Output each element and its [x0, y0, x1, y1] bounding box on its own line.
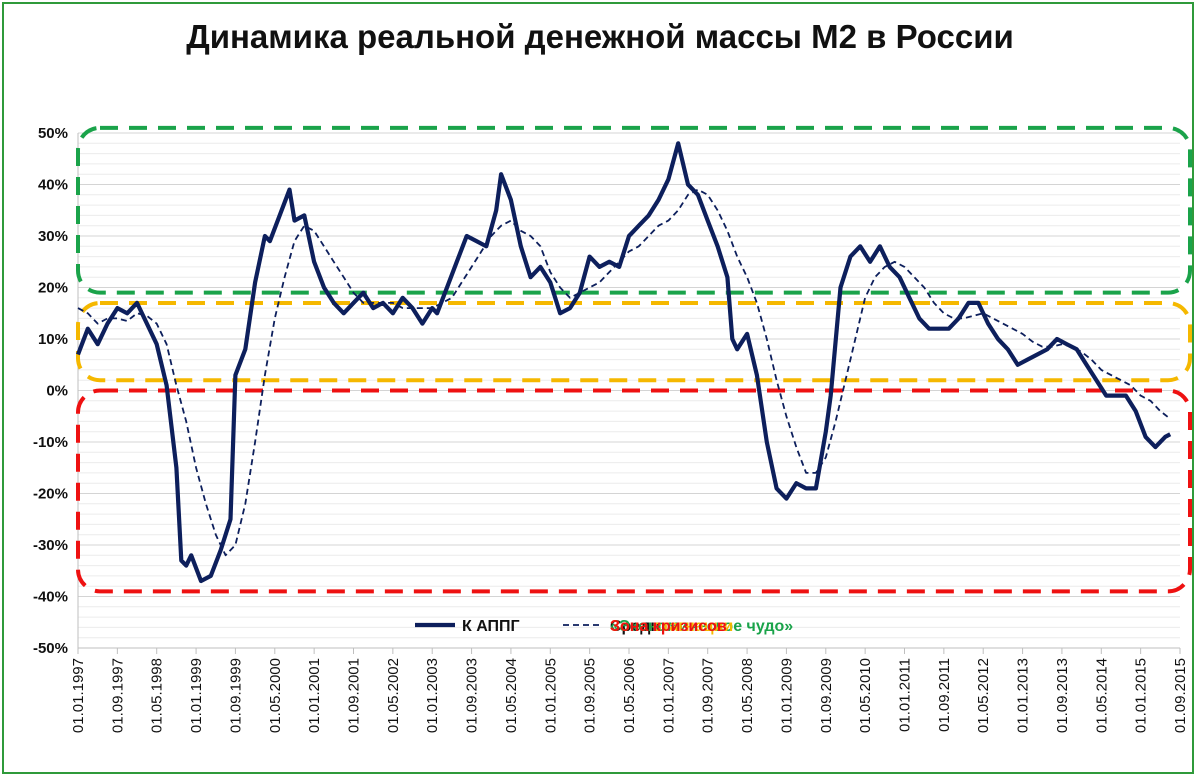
x-tick-label: 01.09.2005 — [582, 658, 599, 733]
x-tick-label: 01.01.2003 — [424, 658, 441, 733]
zone-box — [76, 300, 1192, 383]
x-tick-label: 01.01.2015 — [1133, 658, 1150, 733]
zone-box — [76, 125, 1192, 295]
x-tick-label: 01.01.2007 — [660, 658, 677, 733]
legend: К АППГ Средн«Экономическое чудо»Зона стаг… — [415, 618, 793, 635]
y-tick-label: 50% — [38, 125, 68, 142]
x-tick-label: 01.05.2010 — [857, 658, 874, 733]
x-tick-label: 01.05.2004 — [503, 658, 520, 733]
series-lines — [76, 141, 1172, 584]
x-tick-label: 01.09.1999 — [227, 658, 244, 733]
x-tick-label: 01.05.2012 — [975, 658, 992, 733]
zone-legend-label: Зона стагнации — [610, 618, 733, 635]
x-tick-label: 01.09.2009 — [818, 658, 835, 733]
x-tick-label: 01.01.2009 — [778, 658, 795, 733]
x-tick-label: 01.05.2008 — [739, 658, 756, 733]
x-tick-label: 01.01.2005 — [542, 658, 559, 733]
x-tick-label: 01.05.2000 — [267, 658, 284, 733]
y-tick-label: 30% — [38, 228, 68, 245]
x-tick-label: 01.01.1999 — [188, 658, 205, 733]
y-tick-label: -50% — [33, 640, 68, 657]
x-tick-label: 01.09.2011 — [936, 658, 953, 732]
chart-title: Динамика реальной денежной массы М2 в Ро… — [186, 18, 1014, 55]
x-tick-label: 01.09.2007 — [700, 658, 717, 733]
series-line — [76, 141, 1172, 584]
zone-box — [76, 388, 1192, 594]
y-tick-label: 10% — [38, 331, 68, 348]
zone-boxes — [76, 125, 1192, 594]
x-tick-label: 01.09.1997 — [109, 658, 126, 733]
y-tick-label: 0% — [46, 383, 68, 400]
x-tick-label: 01.09.2015 — [1172, 658, 1189, 733]
x-tick-label: 01.09.2001 — [346, 658, 363, 733]
y-tick-label: -30% — [33, 537, 68, 554]
zone-legend-label: Зона кризисов — [610, 618, 727, 635]
x-tick-label: 01.01.1997 — [70, 658, 87, 733]
y-tick-label: -40% — [33, 589, 68, 606]
x-axis: 01.01.1997 01.09.1997 01.05.1998 01.01.1999… — [70, 647, 1189, 733]
y-axis: 50% 40% 30% 20% 10% 0% -10% -20% -30% -40% -50% — [33, 125, 79, 657]
x-tick-label: 01.01.2001 — [306, 658, 323, 733]
x-tick-label: 01.09.2003 — [464, 658, 481, 733]
legend-label: К АППГ — [462, 618, 520, 635]
x-tick-label: 01.09.2013 — [1054, 658, 1071, 733]
x-tick-label: 01.01.2013 — [1015, 658, 1032, 733]
x-tick-label: 01.05.2014 — [1093, 658, 1110, 733]
x-tick-label: 01.05.2002 — [385, 658, 402, 733]
y-tick-label: 40% — [38, 177, 68, 194]
x-tick-label: 01.01.2011 — [897, 658, 914, 732]
legend-label: Средн — [610, 618, 660, 635]
y-tick-label: 20% — [38, 280, 68, 297]
zone-legend-label: «Экономическое чудо» — [610, 618, 793, 635]
series-line — [77, 188, 1171, 557]
x-tick-label: 01.05.1998 — [149, 658, 166, 733]
y-tick-label: -20% — [33, 486, 68, 503]
x-tick-label: 01.05.2006 — [621, 658, 638, 733]
y-tick-label: -10% — [33, 434, 68, 451]
